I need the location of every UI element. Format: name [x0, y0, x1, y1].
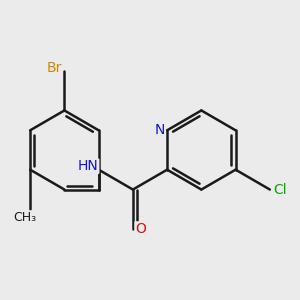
Text: Br: Br: [46, 61, 62, 75]
Text: Cl: Cl: [273, 182, 287, 197]
Text: N: N: [154, 123, 165, 137]
Text: HN: HN: [78, 159, 99, 173]
Text: CH₃: CH₃: [14, 211, 37, 224]
Text: O: O: [135, 222, 146, 236]
